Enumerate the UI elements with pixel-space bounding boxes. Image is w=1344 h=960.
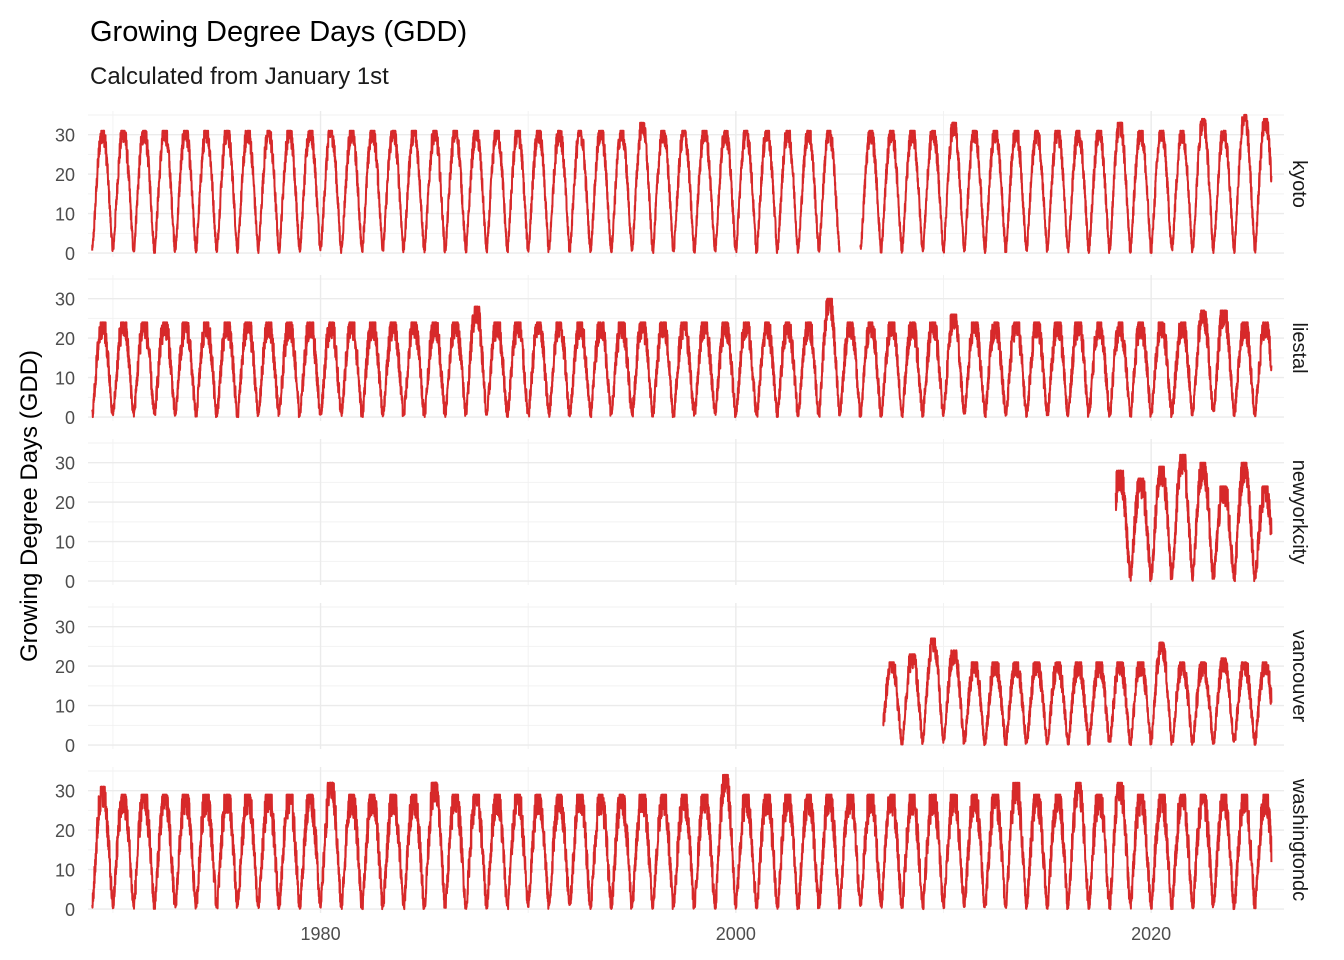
y-tick-label: 0 — [65, 736, 75, 756]
x-axis-ticks: 1980 2000 2020 — [301, 924, 1172, 944]
panel-washingtondc: 0 10 20 30 washingtondc — [55, 767, 1310, 920]
series-line-vancouver — [882, 637, 1273, 747]
y-tick-label: 0 — [65, 244, 75, 264]
series-line-kyoto-0 — [91, 121, 841, 254]
panel-vancouver: 0 10 20 30 vancouver — [55, 603, 1310, 756]
y-tick-label: 10 — [55, 861, 75, 881]
y-tick-label: 0 — [65, 900, 75, 920]
strip-label-washingtondc: washingtondc — [1288, 778, 1310, 901]
strip-label-vancouver: vancouver — [1288, 630, 1310, 723]
panel-kyoto: 0 10 20 30 kyoto — [55, 111, 1310, 264]
y-tick-label: 20 — [55, 165, 75, 185]
strip-label-liestal: liestal — [1288, 322, 1310, 373]
facet-panels: 0 10 20 30 kyoto 0 10 20 30 liestal 0 10 20 30 newyork… — [55, 111, 1310, 920]
panel-liestal: 0 10 20 30 liestal — [55, 275, 1310, 428]
y-tick-label: 0 — [65, 408, 75, 428]
series-line-kyoto-1 — [859, 113, 1273, 254]
y-axis-label: Growing Degree Days (GDD) — [16, 350, 43, 662]
series-line-washingtondc — [91, 773, 1273, 911]
y-tick-label: 20 — [55, 329, 75, 349]
x-tick-label: 2000 — [716, 924, 756, 944]
y-tick-label: 0 — [65, 572, 75, 592]
y-tick-label: 10 — [55, 697, 75, 717]
y-tick-label: 10 — [55, 205, 75, 225]
x-tick-label: 2020 — [1131, 924, 1171, 944]
chart-subtitle: Calculated from January 1st — [90, 63, 389, 90]
y-tick-label: 30 — [55, 454, 75, 474]
y-tick-label: 20 — [55, 821, 75, 841]
panel-newyorkcity: 0 10 20 30 newyorkcity — [55, 439, 1310, 592]
x-tick-label: 1980 — [301, 924, 341, 944]
series-line-liestal — [91, 297, 1273, 419]
series-line-newyorkcity — [1114, 453, 1273, 583]
y-tick-label: 20 — [55, 657, 75, 677]
y-tick-label: 20 — [55, 493, 75, 513]
y-tick-label: 30 — [55, 126, 75, 146]
y-tick-label: 10 — [55, 533, 75, 553]
y-tick-label: 30 — [55, 782, 75, 802]
chart-title: Growing Degree Days (GDD) — [90, 16, 467, 48]
strip-label-kyoto: kyoto — [1288, 160, 1310, 208]
y-tick-label: 30 — [55, 290, 75, 310]
strip-label-newyorkcity: newyorkcity — [1288, 460, 1310, 564]
y-tick-label: 30 — [55, 618, 75, 638]
y-tick-label: 10 — [55, 369, 75, 389]
